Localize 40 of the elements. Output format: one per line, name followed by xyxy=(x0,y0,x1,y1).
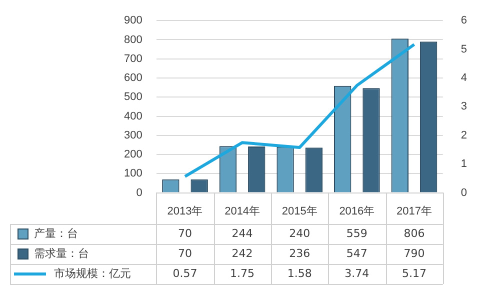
y-tick-label: 100 xyxy=(124,168,142,180)
data-label: 5.17 xyxy=(402,266,426,280)
y2-tick-label: 0 xyxy=(460,186,468,199)
y2-tick-label: 2 xyxy=(460,129,468,142)
x-tick-label: 2017年 xyxy=(396,205,432,218)
y2-tick-label: 1 xyxy=(460,158,468,170)
data-label: 806 xyxy=(404,226,425,240)
data-label: 1.58 xyxy=(287,266,312,280)
y-tick-label: 400 xyxy=(124,110,142,122)
data-label: 244 xyxy=(232,226,253,240)
y2-tick-label: 6 xyxy=(460,14,468,27)
legend-label: 需求量：台 xyxy=(34,246,89,260)
y-tick-label: 600 xyxy=(124,72,142,84)
y-tick-label: 300 xyxy=(124,129,142,142)
data-label: 547 xyxy=(346,246,368,260)
y-tick-label: 900 xyxy=(124,14,142,27)
data-label: 70 xyxy=(178,246,192,260)
data-label: 236 xyxy=(289,246,310,260)
legend-label: 市场规模：亿元 xyxy=(54,266,131,280)
y2-tick-label: 4 xyxy=(460,72,468,84)
data-label: 790 xyxy=(404,246,425,260)
data-label: 1.75 xyxy=(230,266,255,280)
data-label: 0.57 xyxy=(172,266,198,280)
y-tick-label: 0 xyxy=(136,186,142,199)
data-label: 3.74 xyxy=(344,266,370,280)
data-label: 240 xyxy=(289,226,310,240)
y2-tick-label: 5 xyxy=(460,43,468,56)
data-label: 242 xyxy=(232,246,253,260)
y-tick-label: 700 xyxy=(124,52,142,65)
y-tick-label: 200 xyxy=(124,148,142,161)
y-tick-label: 800 xyxy=(124,34,142,46)
x-tick-label: 2013年 xyxy=(167,205,203,218)
y2-tick-label: 3 xyxy=(460,100,468,113)
legend-label: 产量：台 xyxy=(34,226,78,240)
x-tick-label: 2014年 xyxy=(224,205,260,218)
y-tick-label: 500 xyxy=(124,91,142,104)
data-label: 559 xyxy=(346,226,368,240)
data-label: 70 xyxy=(178,226,192,240)
x-tick-label: 2015年 xyxy=(282,205,318,218)
x-tick-label: 2016年 xyxy=(339,205,375,218)
